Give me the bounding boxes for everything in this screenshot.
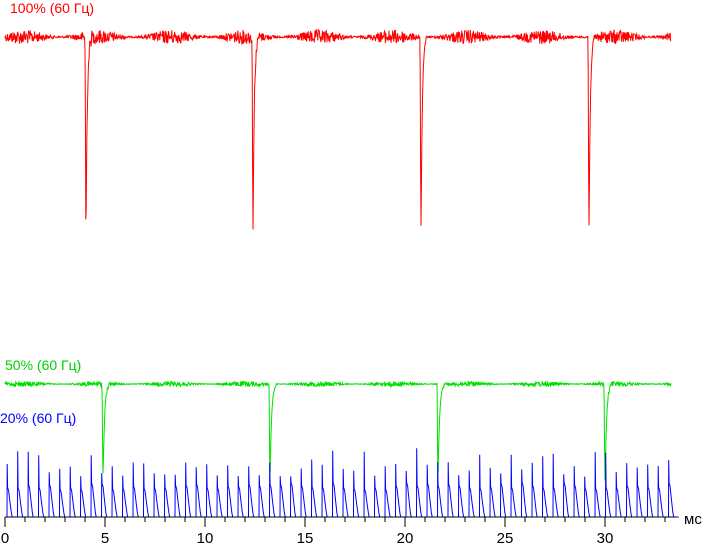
- x-tick-label: 0: [1, 530, 9, 545]
- x-tick-label: 25: [497, 530, 514, 545]
- legend-green: 50% (60 Гц): [5, 357, 81, 373]
- legend-blue: 20% (60 Гц): [0, 410, 76, 426]
- x-tick-label: 5: [101, 530, 109, 545]
- trace-20-percent: [6, 448, 679, 518]
- x-ticks: 0 5 10 15 20 25 30: [1, 517, 666, 545]
- legend-red: 100% (60 Гц): [10, 0, 94, 16]
- x-tick-label: 30: [597, 530, 614, 545]
- trace-50-percent: [4, 379, 672, 481]
- traces: [4, 28, 679, 518]
- x-tick-label: 10: [197, 530, 214, 545]
- x-axis-label: мс: [684, 511, 702, 528]
- trace-100-percent: [4, 28, 672, 230]
- x-tick-label: 20: [397, 530, 414, 545]
- x-tick-label: 15: [297, 530, 314, 545]
